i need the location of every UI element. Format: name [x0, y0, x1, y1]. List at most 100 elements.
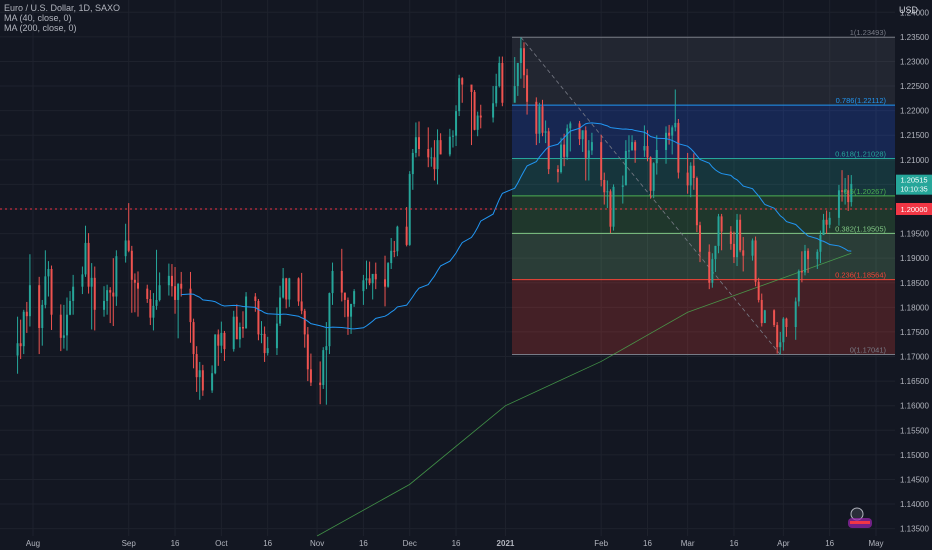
candle-body [729, 231, 732, 244]
candle-body [47, 268, 50, 277]
candle-body [692, 165, 695, 179]
candle-body [776, 325, 779, 348]
candle [513, 57, 516, 103]
candle-body [773, 310, 776, 326]
time-axis[interactable]: Aug Sep 16 Oct 16 Nov 16 Dec 16 2021 Feb 16 Mar 16 Apr… [26, 539, 884, 548]
candle-body [245, 296, 248, 329]
fibonacci-level-label: 0.382(1.19505) [835, 224, 886, 233]
candle-body [841, 190, 844, 192]
candle-body [649, 157, 652, 191]
candle-body [220, 332, 223, 346]
candle [526, 68, 529, 115]
candle [516, 62, 519, 96]
candle [41, 299, 44, 346]
candle-body [136, 282, 139, 289]
tradingview-logo-icon [848, 507, 872, 528]
candle-body [689, 165, 692, 186]
candle [275, 307, 278, 356]
candle-body [322, 350, 325, 386]
price-tick-label: 1.17500 [900, 328, 929, 337]
candle [25, 301, 28, 333]
candle [405, 207, 408, 247]
candle [340, 248, 343, 302]
candle-body [109, 290, 112, 293]
fibonacci-retracement[interactable] [512, 36, 895, 355]
candle [232, 310, 235, 352]
candle [451, 130, 454, 148]
candle [665, 126, 668, 164]
candle-body [674, 122, 677, 128]
candle [282, 268, 285, 299]
candle-body [177, 283, 180, 300]
candle [448, 128, 451, 157]
candle [365, 260, 368, 290]
candle-body [282, 278, 285, 298]
candle-body [127, 240, 130, 251]
level-price-tag [896, 202, 932, 215]
candle [192, 318, 195, 369]
time-tick-label: Oct [215, 539, 228, 548]
candle [103, 286, 106, 317]
candle-body [368, 278, 371, 284]
candle-body [535, 101, 538, 134]
fibonacci-zone [512, 233, 895, 280]
candle-body [754, 240, 757, 282]
candle [136, 271, 139, 317]
candle-body [714, 245, 717, 260]
candle [652, 162, 655, 199]
candle-body [232, 316, 235, 350]
candle-body [393, 250, 396, 252]
candle-body [257, 300, 260, 335]
candle [387, 262, 390, 288]
candle-body [584, 130, 587, 158]
ma-200-line [316, 252, 852, 537]
candle-body [62, 335, 65, 338]
candle [28, 254, 31, 327]
candle [309, 353, 312, 387]
candle [763, 309, 766, 324]
candle-body [797, 270, 800, 302]
candle-body [19, 343, 22, 347]
candle-body [69, 300, 72, 315]
candle [538, 102, 541, 144]
candle [708, 244, 711, 290]
candle-body [260, 333, 263, 335]
ma-40-legend[interactable]: MA (40, close, 0) [4, 13, 72, 23]
candle [158, 272, 161, 302]
candle-body [211, 373, 214, 391]
candle [720, 213, 723, 251]
candle-body [760, 299, 763, 324]
candle [711, 253, 714, 288]
candle [72, 274, 75, 315]
candle [127, 203, 130, 253]
candle-body [103, 300, 106, 310]
candle-body [90, 277, 93, 287]
candle-body [59, 314, 62, 338]
candle [655, 135, 658, 175]
symbol-title[interactable]: Euro / U.S. Dollar, 1D, SAXO [4, 3, 121, 13]
candle [38, 276, 41, 355]
candle [671, 125, 674, 155]
candle-body [16, 343, 19, 356]
fibonacci-zone [512, 37, 895, 106]
candle [692, 153, 695, 190]
candle-body [479, 115, 482, 118]
candle [584, 126, 587, 181]
candle [850, 175, 853, 207]
candle [87, 233, 90, 294]
time-tick-label: Dec [403, 539, 417, 548]
candle [279, 285, 282, 327]
candle [353, 289, 356, 307]
candle [322, 347, 325, 389]
candle-body [235, 316, 238, 340]
candle [844, 178, 847, 205]
candle [106, 284, 109, 315]
candle [198, 361, 201, 400]
ma-200-legend[interactable]: MA (200, close, 0) [4, 23, 77, 33]
candle [214, 334, 217, 375]
candle [495, 73, 498, 107]
candle-body [192, 322, 195, 355]
candle [569, 121, 572, 152]
candle [374, 262, 377, 290]
